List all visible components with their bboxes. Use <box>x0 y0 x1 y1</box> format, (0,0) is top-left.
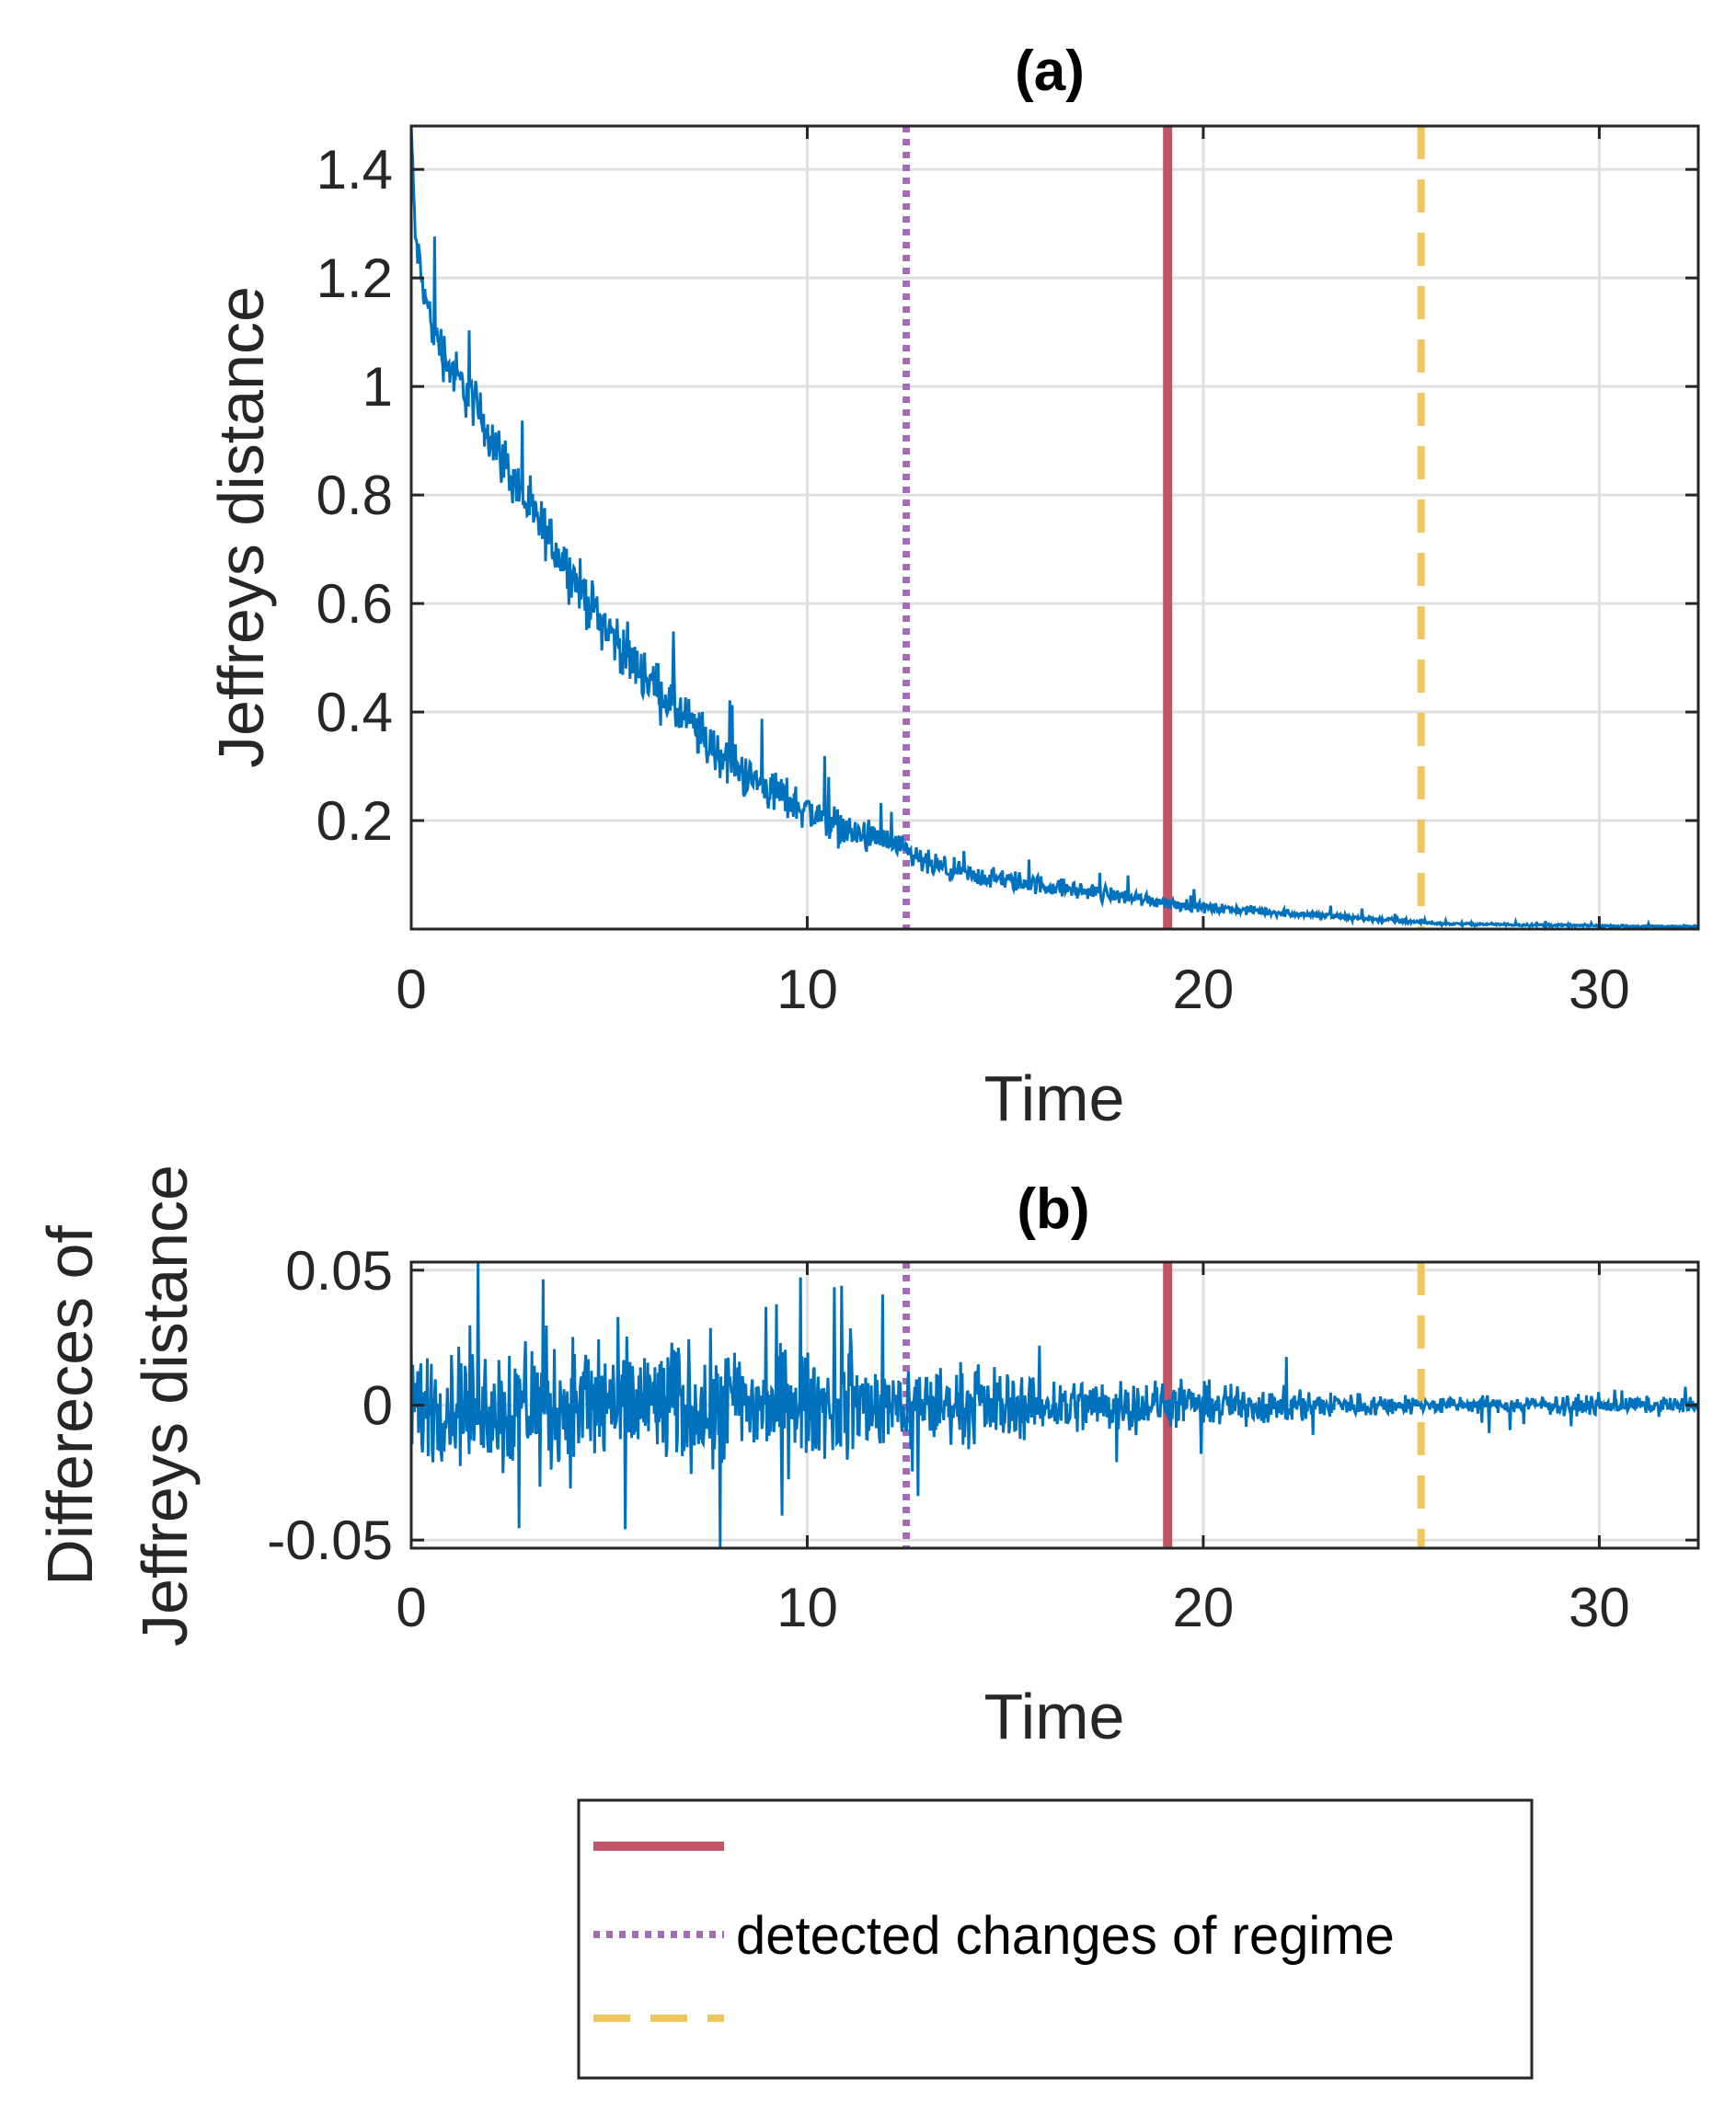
y-tick-label: 0.2 <box>316 790 393 852</box>
x-tick-label: 0 <box>396 1577 426 1638</box>
panel-a-frame <box>409 124 1700 931</box>
y-tick-label: 0 <box>362 1375 393 1437</box>
panel-a-xlabel: Time <box>984 1062 1125 1134</box>
x-tick-label: 20 <box>1173 1577 1235 1638</box>
y-tick-label: 0.05 <box>285 1240 393 1302</box>
signal-line <box>409 125 1699 932</box>
x-tick-label: 0 <box>396 959 426 1020</box>
signal-line <box>409 1261 1700 1547</box>
x-tick-label: 10 <box>776 959 838 1020</box>
panel-a-title: (a) <box>1015 40 1085 103</box>
legend-label-dotted: detected changes of regime <box>736 1906 1395 1966</box>
y-tick-label: 0.6 <box>316 573 393 635</box>
y-tick-label: 1 <box>362 356 393 418</box>
y-tick-label: 0.8 <box>316 465 393 526</box>
x-tick-label: 20 <box>1173 959 1235 1020</box>
panel-b-title: (b) <box>1017 1177 1089 1241</box>
legend-box <box>577 1798 1534 2080</box>
y-tick-label: 1.4 <box>316 139 393 201</box>
x-tick-label: 30 <box>1569 959 1630 1020</box>
legend: detected changes of regime <box>577 1798 1534 2080</box>
panel-a-ticks: 0 10 20 30 0.2 0.4 0.6 0.8 1 1.2 1.4 <box>316 126 1698 1020</box>
panel-a-chart: (a) 0 10 20 30 0.2 0.4 0.6 0.8 1 1.2 1.4 Time Jeff… <box>205 40 1700 1134</box>
x-tick-label: 30 <box>1569 1577 1630 1638</box>
panel-b-ylabel-line1: Differeces of <box>34 1225 106 1586</box>
panel-a-grid <box>411 126 1698 929</box>
panel-b-ylabel-line2: Jeffreys distance <box>129 1165 201 1647</box>
y-tick-label: 0.4 <box>316 682 393 743</box>
panel-a-series <box>409 125 1699 932</box>
y-tick-label: -0.05 <box>267 1510 393 1571</box>
panel-b-xlabel: Time <box>984 1681 1125 1752</box>
panel-a-ylabel: Jeffreys distance <box>205 286 277 768</box>
panel-a-change-points <box>902 126 1425 929</box>
panel-b-series <box>409 1261 1700 1547</box>
y-tick-label: 1.2 <box>316 247 393 309</box>
x-tick-label: 10 <box>776 1577 838 1638</box>
